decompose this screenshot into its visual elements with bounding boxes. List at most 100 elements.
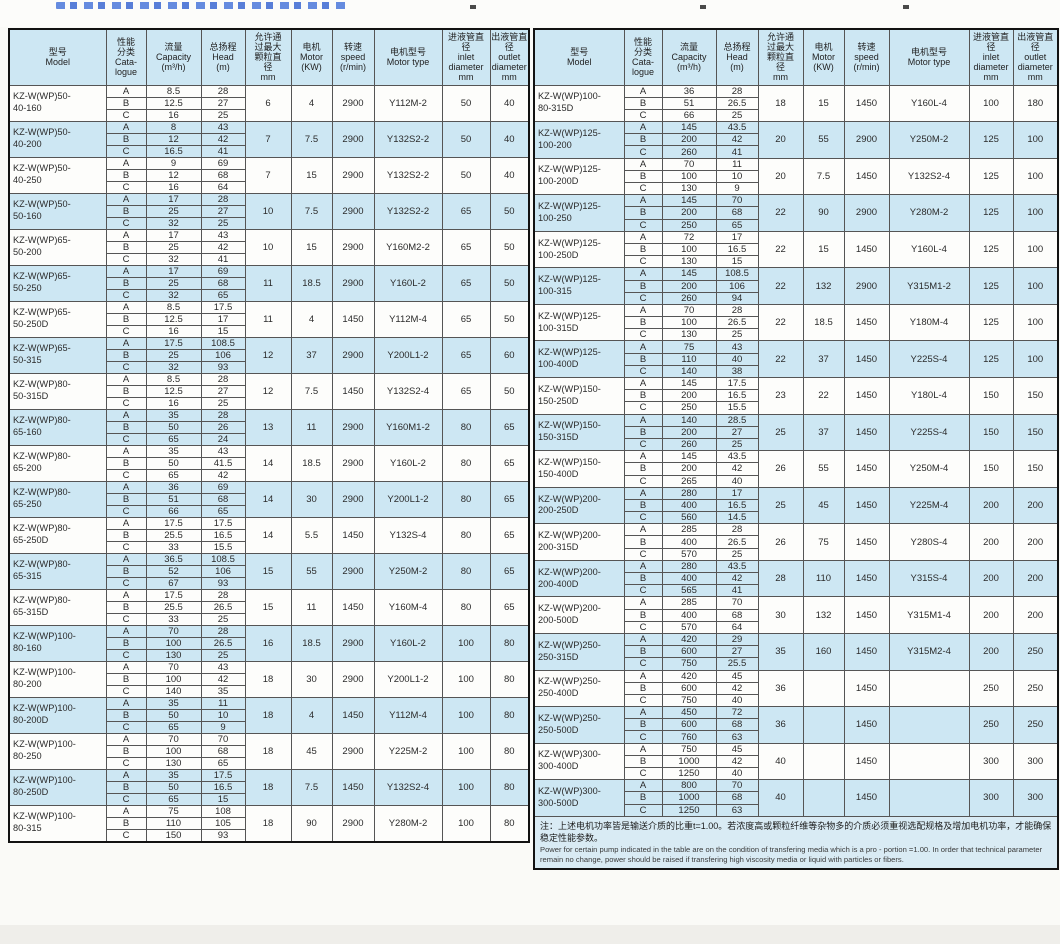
note-text-zh: 注：上述电机功率皆是输送介质的比重t=1.00。若浓度高或颗粒纤维等杂物多的介质… [540,820,1052,843]
column-header-capacity: 流量 Capacity (m³/h) [145,28,202,86]
head-cell: 26.5 [715,316,759,330]
speed-cell: 1450 [843,413,890,452]
catalogue-cell: C [105,576,147,590]
inlet-cell: 80 [441,444,491,482]
capacity-cell: 16 [145,108,202,122]
head-cell: 25 [715,437,759,452]
motor-type-cell [888,779,970,817]
catalogue-cell: B [623,791,663,805]
column-header-motor-type: 电机型号 Motor type [888,28,970,86]
catalogue-cell: B [623,498,663,513]
model-line: 100-315 [538,286,572,297]
spec-row: C 260 41 [534,145,1058,159]
spec-table-right: 型号 Model 性能 分类 Cata-logue 流量 Capacity (m³/h) 总扬程… [533,28,1059,870]
motor-type-cell: Y112M-2 [373,84,443,122]
head-cell: 17 [715,486,759,500]
model-cell: KZ-W(WP)65- 50-250 [8,264,107,302]
inlet-cell: 200 [968,596,1014,634]
model-cell: KZ-W(WP)200- 200-315D [533,523,625,561]
motor-type-cell: Y250M-2 [373,552,443,590]
particle-cell: 11 [244,300,292,338]
inlet-cell: 125 [968,303,1014,342]
head-cell: 42 [715,681,759,695]
model-line: KZ-W(WP)125- [538,237,601,248]
motor-type-cell: Y132S2-2 [373,156,443,194]
outlet-cell: 80 [489,624,530,662]
outlet-cell: 65 [489,480,530,518]
motor-power-cell: 5.5 [290,516,333,554]
capacity-cell: 25 [145,240,202,254]
spec-row: KZ-W(WP)125- 100-400D A 75 43 22 37 1450 Y225S-4… [533,340,1059,378]
head-cell: 16.5 [715,389,759,403]
head-cell: 27 [715,645,759,659]
head-cell: 45 [715,669,759,683]
head-cell: 42 [200,672,246,686]
motor-power-cell [802,742,845,781]
catalogue-cell: C [105,108,147,122]
model-line: KZ-W(WP)50- [13,163,71,174]
head-cell: 25 [200,612,246,626]
model-line: 80-160 [13,643,42,653]
catalogue-cell: B [623,608,663,622]
capacity-cell: 250 [661,218,717,232]
column-header-line: 径 [461,42,471,53]
catalogue-cell: B [105,276,147,290]
head-cell: 93 [200,828,246,842]
capacity-cell: 145 [661,376,717,391]
capacity-cell: 9 [145,156,202,170]
head-cell: 70 [715,596,759,610]
motor-type-cell: Y315M1-4 [888,596,970,634]
model-line: 80-315 [13,823,42,833]
model-line: 65-200 [13,463,42,473]
model-cell: KZ-W(WP)65- 50-250D [8,300,107,338]
spec-row: KZ-W(WP)200- 200-250D A 280 17 25 45 1450 Y225M-… [533,486,1059,525]
column-header-line: (m³/h) [677,62,701,73]
catalogue-cell: B [105,528,147,542]
speed-cell: 2900 [843,267,890,305]
column-header-line: Motor [299,52,323,63]
catalogue-cell: C [623,657,663,671]
capacity-cell: 140 [661,413,717,427]
catalogue-cell: B [105,492,147,506]
capacity-cell: 250 [661,401,717,415]
model-line: KZ-W(WP)100- [13,703,76,714]
model-cell: KZ-W(WP)200- 200-250D [533,486,625,525]
column-header-line: 径 [504,42,514,53]
column-header-line: 性能 [116,36,135,47]
motor-type-cell: Y160M-4 [373,588,443,626]
column-header-line: 分类 [116,47,135,58]
column-header-line: diameter [448,62,484,73]
spec-row: B 100 68 [9,744,529,758]
spec-row: KZ-W(WP)65- 50-250 A 17 69 11 18.5 2900 Y160L-2 6… [8,264,530,302]
catalogue-cell: A [105,516,147,530]
model-line: 250-315D [538,651,579,662]
speed-cell: 2900 [331,552,375,590]
head-cell: 16.5 [200,780,246,794]
speed-cell: 2900 [843,121,890,159]
capacity-cell: 1000 [661,791,717,805]
inlet-cell: 100 [441,732,491,770]
column-header-line: 过最大 [254,42,282,53]
outlet-cell: 65 [489,408,530,446]
model-line: 80-200D [13,715,49,725]
particle-cell: 18 [244,732,292,770]
particle-cell: 18 [244,804,292,842]
model-line: KZ-W(WP)50- [13,127,71,138]
head-cell: 26.5 [200,600,246,614]
spec-row: B 110 105 [9,816,529,830]
model-line: KZ-W(WP)125- [538,274,601,285]
column-header-line: 进液管直 [972,31,1009,42]
model-line: 80-315D [538,103,574,114]
inlet-cell: 150 [968,450,1014,488]
column-header-speed: 转速 speed (r/min) [331,28,375,86]
head-cell: 65 [200,288,246,302]
column-header-line: 径 [986,42,996,53]
motor-power-cell: 15 [290,156,333,194]
model-cell: KZ-W(WP)50- 40-200 [8,120,107,158]
head-cell: 15.5 [200,540,246,554]
capacity-cell: 66 [661,108,717,123]
speed-cell: 1450 [843,632,890,671]
catalogue-cell: C [623,437,663,452]
speed-cell: 2900 [331,264,375,302]
head-cell: 40 [715,352,759,366]
